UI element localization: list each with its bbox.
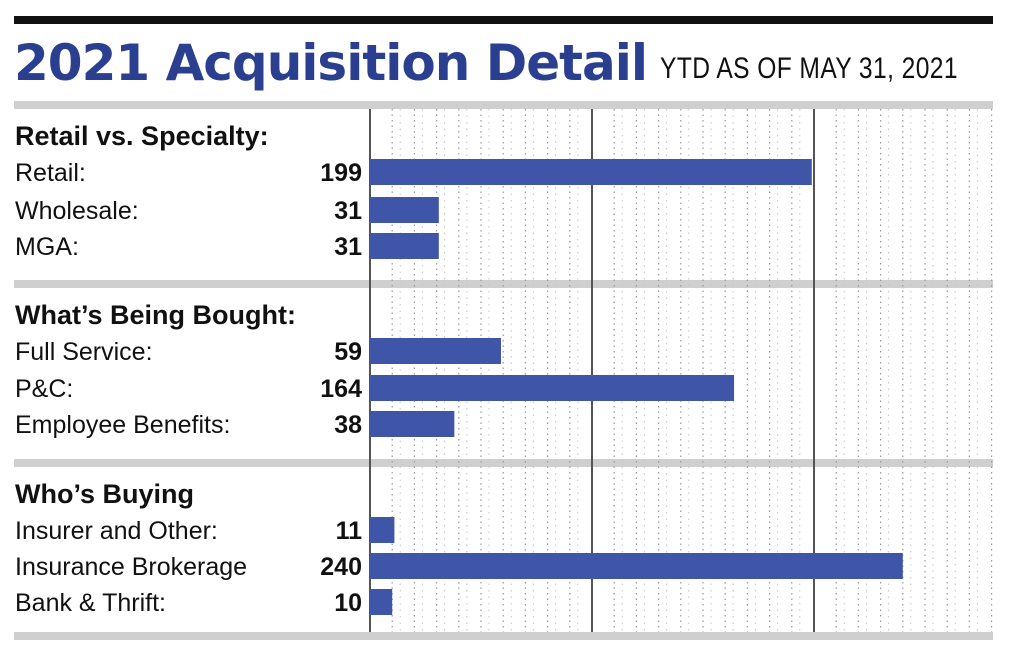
bar: [370, 197, 439, 223]
bar: [370, 338, 501, 364]
category-label: Full Service:: [15, 338, 153, 366]
bar: [370, 375, 735, 401]
value-label: 11: [336, 517, 363, 545]
category-label: Bank & Thrift:: [15, 589, 166, 617]
section-header-0: Retail vs. Specialty:: [15, 121, 269, 151]
category-label: MGA:: [15, 233, 79, 261]
section-header-1: What’s Being Bought:: [15, 300, 296, 330]
value-label: 164: [320, 375, 362, 403]
value-label: 240: [320, 553, 362, 581]
category-label: Insurer and Other:: [15, 517, 218, 545]
value-label: 59: [334, 338, 362, 366]
value-label: 31: [334, 233, 362, 261]
bar: [370, 233, 439, 259]
value-label: 38: [334, 411, 362, 439]
value-label: 10: [334, 589, 362, 617]
bar: [370, 517, 395, 543]
chart-title: 2021 Acquisition Detail: [14, 34, 648, 92]
section-band-3: [14, 632, 993, 640]
category-label: Wholesale:: [15, 197, 139, 225]
bar: [370, 589, 393, 615]
section-band-0: [14, 101, 993, 109]
bar: [370, 411, 455, 437]
section-band-2: [14, 459, 993, 467]
value-label: 199: [320, 159, 362, 187]
category-label: Insurance Brokerage: [15, 553, 247, 581]
top-rule: [14, 16, 993, 24]
category-label: Employee Benefits:: [15, 411, 230, 439]
bar: [370, 159, 812, 185]
section-band-1: [14, 280, 993, 288]
section-header-2: Who’s Buying: [15, 479, 194, 509]
bar: [370, 553, 903, 579]
chart-subtitle: YTD AS OF MAY 31, 2021: [660, 52, 958, 85]
category-label: Retail:: [15, 159, 86, 187]
category-label: P&C:: [15, 375, 73, 403]
value-label: 31: [334, 197, 362, 225]
